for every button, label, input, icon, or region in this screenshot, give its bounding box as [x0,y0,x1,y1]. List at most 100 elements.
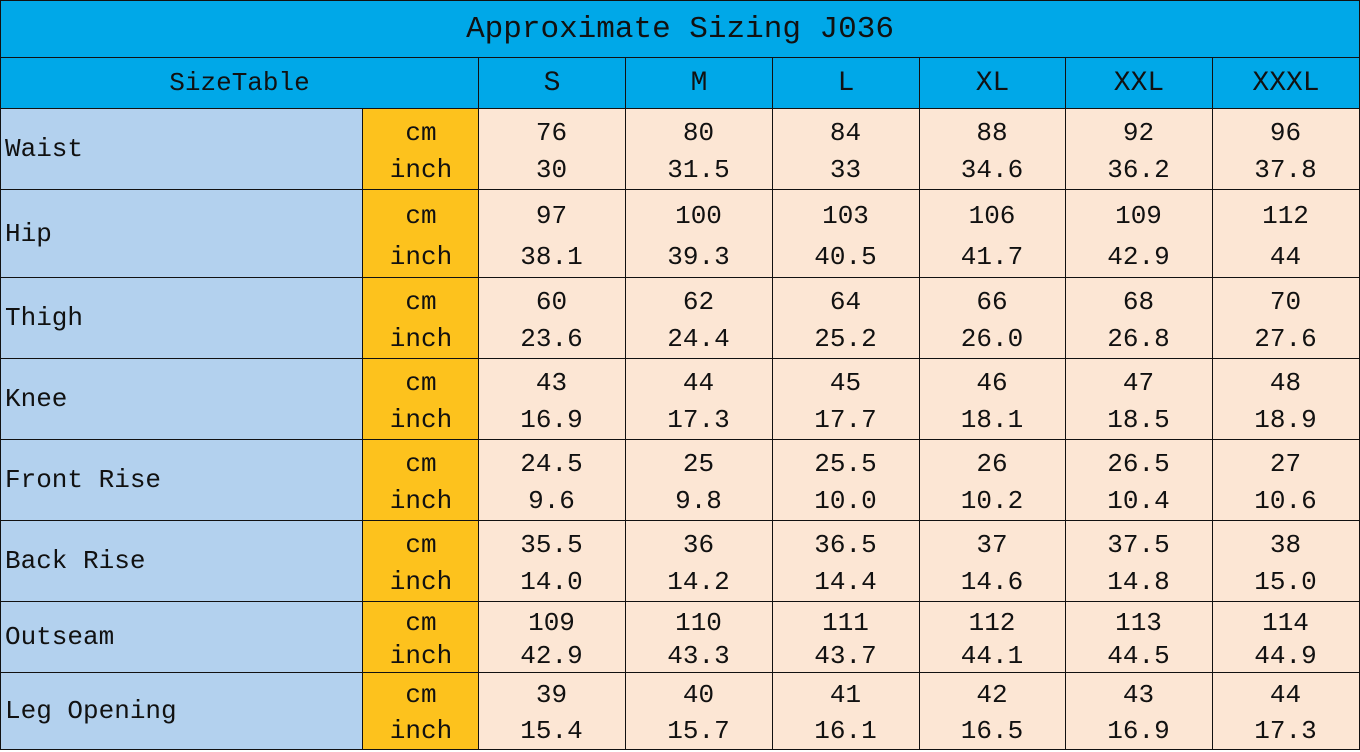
size-value: 18.9 [1254,405,1317,436]
size-value: 16.1 [814,716,877,747]
size-value: 26.5 [1107,448,1170,479]
value-cell [1065,277,1213,359]
size-value: 109 [1115,200,1162,231]
size-value: 106 [968,200,1016,231]
size-value: 60 [535,286,568,317]
size-value: 25.2 [814,324,877,355]
measure-cell: Back Rise [0,520,363,602]
size-value: 46 [976,367,1008,398]
size-value: 44.1 [960,640,1024,671]
size-value: 43.7 [814,640,877,671]
size-value: 39.3 [667,241,730,272]
unit-label: inch [389,405,453,436]
value-cell [625,520,773,602]
table-title: Approximate Sizing J036 [0,0,1360,58]
size-value: 14.0 [520,567,583,598]
size-value: 41.7 [960,241,1024,272]
value-cell [1212,601,1360,673]
value-cell [772,672,920,750]
size-value: 17.3 [1254,716,1317,747]
size-value: 36.2 [1107,155,1170,186]
size-value: 40 [682,680,715,711]
size-header: XL [919,57,1066,109]
size-value: 14.8 [1107,567,1170,598]
size-value: 64 [829,286,862,317]
size-value: 26.8 [1107,324,1170,355]
value-cell [478,277,626,359]
size-value: 14.4 [814,567,877,598]
unit-label: cm [405,607,437,638]
size-value: 42 [976,680,1008,711]
size-value: 24.5 [520,448,583,479]
value-cell [919,189,1066,278]
size-value: 17.7 [814,405,877,436]
measure-cell: Front Rise [0,439,363,521]
size-value: 40.5 [814,241,877,272]
value-cell [478,672,626,750]
measure-cell: Leg Opening [0,672,363,750]
measure-cell: Waist [0,108,363,190]
size-value: 37.5 [1107,529,1170,560]
size-value: 16.9 [520,405,583,436]
unit-cell [362,108,479,190]
value-cell [1065,672,1213,750]
size-value: 68 [1122,286,1155,317]
unit-label: inch [389,640,453,671]
size-value: 47 [1122,367,1155,398]
size-value: 26 [976,448,1008,479]
size-value: 24.4 [667,324,730,355]
size-value: 18.5 [1107,405,1170,436]
value-cell [1212,108,1360,190]
unit-label: cm [405,367,437,398]
unit-label: cm [405,448,437,479]
size-value: 111 [822,607,869,638]
size-value: 34.6 [960,155,1024,186]
size-value: 10.0 [814,486,877,517]
size-value: 30 [535,155,568,186]
size-value: 38 [1269,529,1302,560]
size-value: 41 [829,680,862,711]
unit-cell [362,520,479,602]
size-value: 66 [976,286,1008,317]
size-value: 38.1 [520,241,583,272]
size-value: 14.6 [960,567,1024,598]
value-cell [1212,520,1360,602]
size-value: 84 [829,117,862,148]
unit-label: inch [389,241,453,272]
size-value: 25 [682,448,715,479]
size-value: 70 [1269,286,1302,317]
value-cell [478,108,626,190]
value-cell [1212,277,1360,359]
size-value: 10.6 [1254,486,1317,517]
size-value: 76 [535,117,568,148]
size-value: 44.9 [1254,640,1317,671]
size-value: 25.5 [814,448,877,479]
size-value: 44 [1269,241,1302,272]
unit-label: cm [405,286,437,317]
size-header: L [772,57,920,109]
size-value: 97 [535,200,568,231]
size-value: 16.9 [1107,716,1170,747]
size-value: 15.7 [667,716,730,747]
value-cell [478,358,626,440]
value-cell [919,277,1066,359]
size-value: 110 [675,607,722,638]
unit-label: cm [405,117,437,148]
size-value: 43 [535,367,568,398]
size-value: 16.5 [960,716,1024,747]
measure-cell: Knee [0,358,363,440]
unit-label: cm [405,529,437,560]
size-value: 27.6 [1254,324,1317,355]
unit-cell [362,672,479,750]
unit-label: inch [389,324,453,355]
size-value: 109 [528,607,575,638]
size-value: 26.0 [960,324,1024,355]
size-value: 80 [682,117,715,148]
size-value: 35.5 [520,529,583,560]
size-value: 10.4 [1107,486,1170,517]
size-value: 9.6 [528,486,575,517]
value-cell [772,358,920,440]
value-cell [1065,358,1213,440]
size-value: 23.6 [520,324,583,355]
